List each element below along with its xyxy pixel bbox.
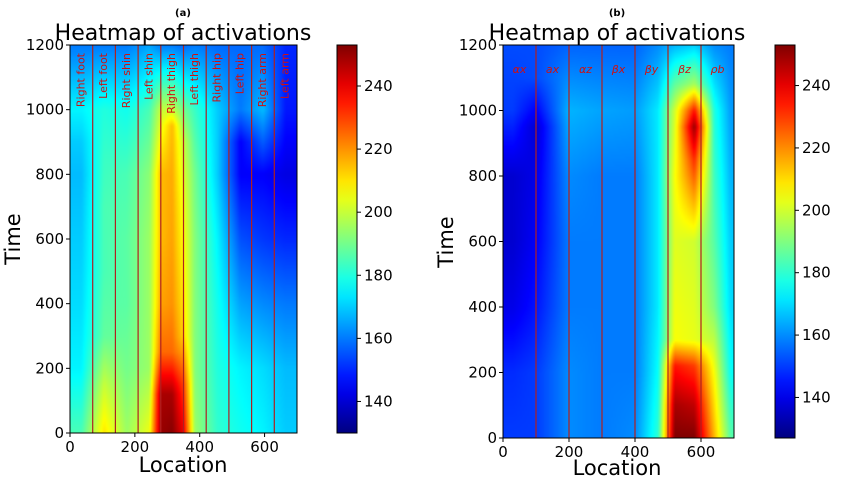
y-tick-label: 400 [468,298,497,316]
x-tick-label: 600 [687,443,716,461]
region-label: αz [579,63,592,76]
panel-label: (b) [609,8,625,19]
region-label: Right foot [74,52,87,107]
region-label: Right thigh [165,53,178,114]
colorbar-tick-label: 200 [364,203,393,221]
y-tick-label: 600 [35,230,64,248]
x-tick-label: 0 [65,438,75,456]
colorbar [336,44,358,434]
x-tick-label: 600 [250,438,279,456]
colorbar-tick-label: 180 [364,266,393,284]
colorbar-tick-label: 220 [802,139,831,157]
colorbar-ticks: 140 160 180 200 220 240 [357,77,393,410]
x-tick-label: 400 [621,443,650,461]
region-label: Right hip [211,53,224,102]
region-label: Left hip [233,53,246,94]
chart-title: Heatmap of activations [55,21,312,46]
y-tick-label: 1200 [459,36,497,54]
y-tick-label: 400 [35,295,64,313]
region-label: Left shin [142,53,155,100]
colorbar-tick-label: 200 [802,201,831,219]
x-tick-label: 400 [185,438,214,456]
colorbar-tick-label: 180 [802,264,831,282]
region-labels: Right foot Left foot Right shin Left shin Ri… [74,52,291,113]
y-tick-label: 1000 [26,101,64,119]
y-tick-label: 1200 [26,36,64,54]
y-axis-ticks: 0 200 400 600 800 1000 1200 [26,36,70,442]
y-tick-label: 200 [35,359,64,377]
colorbar-tick-label: 240 [802,77,831,95]
chart-title: Heatmap of activations [489,21,746,46]
y-tick-label: 800 [468,167,497,185]
region-labels: αx ax αz βx βy βz ρb [513,63,725,76]
colorbar-ticks: 140 160 180 200 220 240 [795,77,831,406]
y-axis-ticks: 0 200 400 600 800 1000 1200 [459,36,503,447]
x-axis-ticks: 0 200 400 600 [65,433,279,456]
y-tick-label: 0 [54,424,64,442]
region-label: αx [513,63,527,76]
panel-label: (a) [175,8,191,19]
x-tick-label: 0 [498,443,508,461]
y-axis-label: Time [1,213,25,265]
colorbar [774,44,796,439]
region-label: βz [677,63,691,76]
colorbar-tick-label: 160 [364,329,393,347]
region-label: Right shin [120,53,133,108]
region-dividers [92,45,275,433]
region-label: βy [644,63,659,76]
colorbar-tick-label: 140 [802,388,831,406]
x-tick-label: 200 [555,443,584,461]
region-dividers [535,45,702,438]
colorbar-tick-label: 160 [802,326,831,344]
colorbar-tick-label: 140 [364,392,393,410]
y-tick-label: 600 [468,233,497,251]
x-tick-label: 200 [121,438,150,456]
heatmap-panel-a: (a) Heatmap of activations Right foot Lef… [1,8,393,477]
region-label: Left thigh [188,53,201,106]
region-label: Right arm [256,53,269,107]
x-axis-label: Location [573,456,662,480]
colorbar-tick-label: 220 [364,140,393,158]
y-tick-label: 0 [487,429,497,447]
region-label: βx [611,63,626,76]
y-tick-label: 200 [468,364,497,382]
x-axis-ticks: 0 200 400 600 [498,438,715,461]
region-label: ρb [711,63,725,76]
y-axis-label: Time [434,216,458,268]
region-label: Left arm [279,53,292,99]
heatmap-panel-b: (b) Heatmap of activations αx ax αz βx βy βz ρ… [434,8,831,480]
region-label: ax [546,63,560,76]
y-tick-label: 1000 [459,102,497,120]
heatmap-image [503,45,734,438]
region-label: Left foot [97,52,110,99]
y-tick-label: 800 [35,165,64,183]
x-axis-label: Location [139,453,228,477]
colorbar-tick-label: 240 [364,77,393,95]
